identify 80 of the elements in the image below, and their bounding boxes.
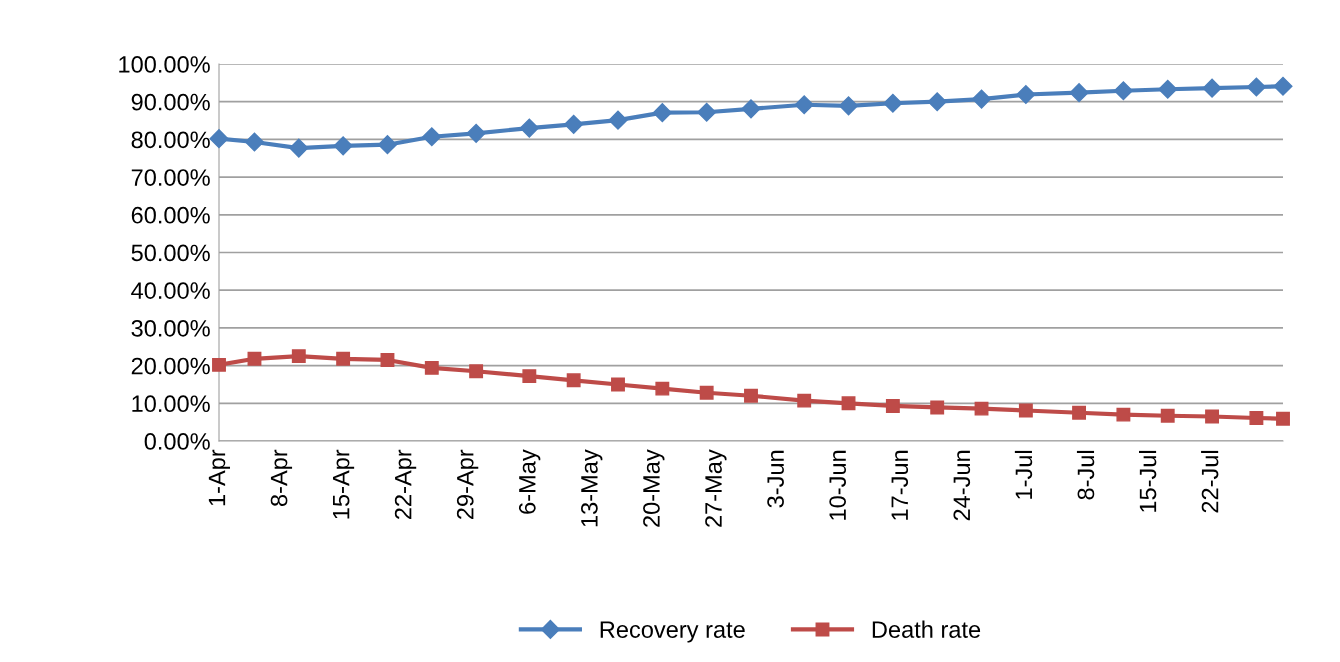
- point: [883, 93, 903, 113]
- point: [422, 127, 442, 147]
- y-tick-label: 30.00%: [131, 319, 210, 337]
- point: [974, 401, 989, 416]
- point: [930, 400, 945, 415]
- point: [519, 118, 539, 138]
- point: [1249, 411, 1264, 425]
- x-tick-label: 22-Apr: [394, 449, 417, 520]
- point: [247, 351, 262, 366]
- y-tick-label: 80.00%: [131, 131, 210, 149]
- point: [380, 352, 395, 367]
- point: [336, 351, 351, 366]
- point: [566, 373, 581, 388]
- point: [1069, 83, 1089, 103]
- point: [927, 92, 947, 112]
- point: [333, 136, 353, 156]
- point: [608, 110, 628, 130]
- point: [466, 123, 486, 143]
- point: [1205, 409, 1220, 424]
- point: [885, 398, 900, 413]
- x-tick-label: 8-Apr: [270, 449, 293, 507]
- point: [1276, 411, 1290, 426]
- point: [699, 385, 714, 400]
- point: [564, 114, 584, 134]
- point: [1116, 407, 1131, 422]
- x-tick-label: 24-Jun: [953, 450, 971, 521]
- y-tick-label: 60.00%: [131, 206, 210, 224]
- y-tick-label: 90.00%: [131, 93, 210, 111]
- point: [289, 138, 309, 158]
- y-tick-label: 10.00%: [132, 395, 210, 413]
- x-tick-label: 13-May: [581, 449, 603, 527]
- x-tick-label: 3-Jun: [767, 450, 784, 508]
- y-tick-label: 40.00%: [131, 282, 210, 299]
- point: [1160, 408, 1175, 423]
- point: [611, 377, 625, 392]
- point: [652, 103, 672, 123]
- point: [212, 357, 226, 372]
- point: [209, 129, 229, 149]
- point: [377, 135, 398, 155]
- y-tick-label: 50.00%: [131, 244, 210, 262]
- point: [971, 89, 992, 109]
- point: [1016, 85, 1036, 105]
- point: [1113, 81, 1133, 101]
- x-tick-label: 15-Jul: [1138, 450, 1157, 512]
- x-tick-label: 22-Jul: [1201, 450, 1219, 513]
- y-tick-label: 70.00%: [131, 169, 210, 186]
- x-tick-label: 8-Jul: [1076, 450, 1095, 500]
- point: [1158, 79, 1178, 99]
- point: [244, 132, 265, 152]
- point: [522, 369, 537, 384]
- x-tick-label: 10-Jun: [829, 450, 846, 520]
- point: [655, 381, 670, 396]
- point: [744, 388, 758, 403]
- legend-label: Death rate: [872, 620, 981, 638]
- point: [1246, 77, 1266, 97]
- x-tick-label: 1-Jul: [1014, 450, 1033, 499]
- y-tick-label: 0.00%: [144, 433, 210, 450]
- y-tick-label: 100.00%: [119, 56, 210, 73]
- y-tick-label: 20.00%: [131, 357, 210, 375]
- legend-label: Recovery rate: [600, 621, 745, 643]
- x-tick-label: 17-Jun: [891, 450, 909, 520]
- x-tick-label: 27-May: [705, 449, 727, 527]
- point: [1202, 78, 1222, 98]
- point: [838, 96, 859, 116]
- x-tick-label: 1-Apr: [208, 449, 231, 506]
- point: [841, 396, 856, 411]
- point: [291, 349, 306, 364]
- point: [1018, 403, 1033, 418]
- point: [797, 393, 812, 408]
- x-tick-label: 29-Apr: [456, 449, 479, 520]
- x-tick-label: 20-May: [643, 449, 665, 527]
- x-tick-label: 6-May: [518, 449, 541, 514]
- point: [741, 99, 761, 119]
- point: [794, 95, 814, 115]
- x-tick-label: 15-Apr: [333, 449, 355, 519]
- point: [424, 360, 439, 375]
- point: [1273, 76, 1293, 96]
- point: [469, 364, 484, 379]
- point: [697, 102, 717, 122]
- point: [1072, 405, 1087, 420]
